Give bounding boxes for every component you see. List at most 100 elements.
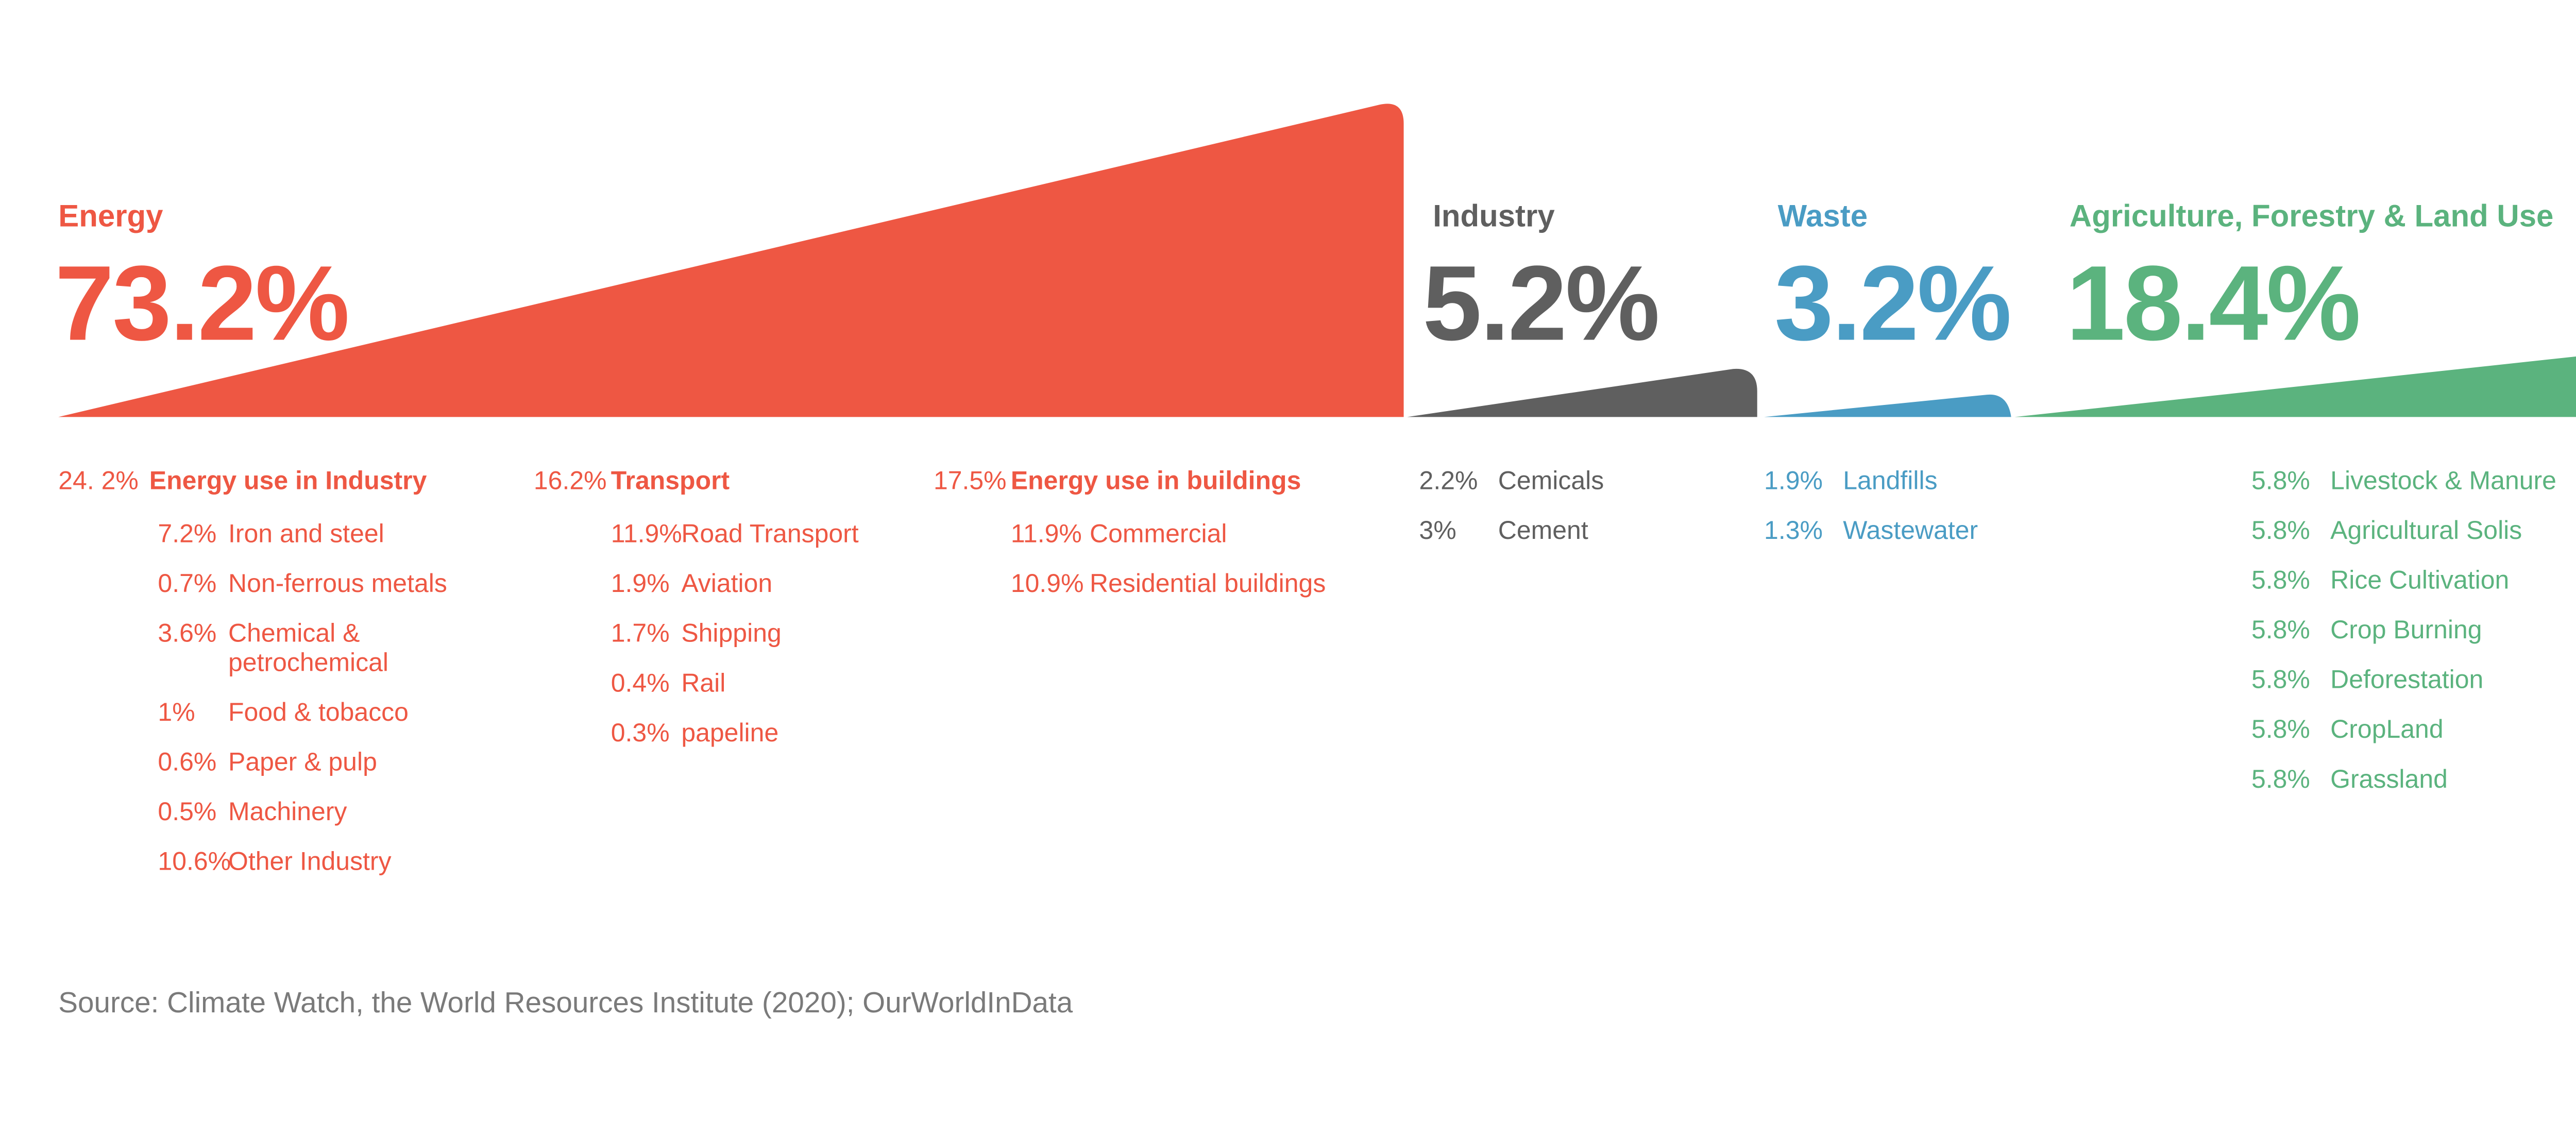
group-header: 17.5% Energy use in buildings bbox=[934, 467, 1347, 496]
label: Iron and steel bbox=[228, 520, 384, 549]
label: Residential buildings bbox=[1090, 569, 1326, 599]
label: Livestock & Manure bbox=[2330, 466, 2556, 496]
item: 5.8% Crop Burning bbox=[2251, 616, 2576, 646]
share: 7.2% bbox=[158, 520, 217, 549]
sector-title: Energy bbox=[58, 199, 163, 233]
share: 1.3% bbox=[1764, 516, 1823, 546]
share: 17.5% bbox=[933, 466, 1007, 496]
share: 0.3% bbox=[611, 719, 670, 749]
share: 24. 2% bbox=[58, 466, 139, 496]
sector-share: 3.2% bbox=[1774, 245, 2012, 364]
share: 3% bbox=[1419, 516, 1456, 546]
sector-title: Waste bbox=[1777, 199, 1868, 233]
share: 10.9% bbox=[1010, 569, 1084, 599]
share: 5.8% bbox=[2251, 516, 2310, 546]
item: 5.8% Grassland bbox=[2251, 766, 2576, 795]
source: Source: Climate Watch, the World Resourc… bbox=[58, 987, 1073, 1020]
items: 1.9% Landfills 1.3% Wastewater bbox=[1764, 467, 2100, 546]
share: 1% bbox=[158, 698, 195, 728]
share: 1.9% bbox=[1764, 466, 1823, 496]
items: 11.9% Commercial 10.9% Residential building… bbox=[1011, 520, 1347, 599]
sector-title: Agriculture, Forestry & Land Use bbox=[2069, 199, 2554, 233]
group-header: 24. 2% Energy use in Industry bbox=[58, 467, 485, 496]
group-header: 16.2% Transport bbox=[534, 467, 939, 496]
label: Paper & pulp bbox=[228, 748, 377, 777]
items: 5.8% Livestock & Manure 5.8% Agricultural S… bbox=[2251, 467, 2576, 794]
share: 5.8% bbox=[2251, 616, 2310, 646]
items: 7.2% Iron and steel 0.7% Non-ferrous metals… bbox=[158, 520, 485, 877]
item: 0.6% Paper & pulp bbox=[158, 748, 485, 777]
label: Food & tobacco bbox=[228, 698, 409, 728]
label: Crop Burning bbox=[2330, 616, 2482, 646]
item: 5.8% Deforestation bbox=[2251, 666, 2576, 695]
label: Shipping bbox=[681, 619, 782, 649]
group: 17.5% Energy use in buildings 11.9% Commerc… bbox=[934, 467, 1347, 599]
waste-wedge bbox=[1764, 394, 2011, 417]
item: 2.2% Cemicals bbox=[1419, 467, 1756, 496]
share: 5.8% bbox=[2251, 666, 2310, 695]
item: 1.9% Aviation bbox=[611, 570, 939, 599]
label: Cemicals bbox=[1498, 466, 1604, 496]
label: Machinery bbox=[228, 798, 347, 827]
label: Rail bbox=[681, 669, 726, 699]
item: 0.4% Rail bbox=[611, 669, 939, 699]
items: 11.9% Road Transport 1.9% Aviation 1.7% Shipp… bbox=[611, 520, 939, 748]
label: Deforestation bbox=[2330, 666, 2484, 695]
label: Aviation bbox=[681, 569, 773, 599]
sector-title: Industry bbox=[1433, 199, 1555, 233]
item: 1.3% Wastewater bbox=[1764, 517, 2100, 546]
label: Grassland bbox=[2330, 765, 2448, 795]
label: Energy use in buildings bbox=[1010, 466, 1301, 496]
item: 1.9% Landfills bbox=[1764, 467, 2100, 496]
label: Other Industry bbox=[228, 847, 392, 877]
industry-wedge bbox=[1407, 368, 1757, 417]
item: 5.8% Livestock & Manure bbox=[2251, 467, 2576, 496]
item: 10.6% Other Industry bbox=[158, 847, 485, 877]
item: 3.6% Chemical & petrochemical bbox=[158, 619, 485, 677]
label: Agricultural Solis bbox=[2330, 516, 2522, 546]
label: Cement bbox=[1498, 516, 1588, 546]
sector-share: 18.4% bbox=[2066, 245, 2361, 364]
share: 0.5% bbox=[158, 798, 217, 827]
label: Chemical & petrochemical bbox=[228, 619, 389, 678]
share: 5.8% bbox=[2251, 466, 2310, 496]
group: 16.2% Transport 11.9% Road Transport 1.9% Avi… bbox=[534, 467, 939, 748]
share: 11.9% bbox=[611, 520, 682, 549]
item: 1% Food & tobacco bbox=[158, 699, 485, 728]
item: 5.8% CropLand bbox=[2251, 716, 2576, 745]
item: 0.3% papeline bbox=[611, 719, 939, 749]
share: 10.6% bbox=[158, 847, 231, 877]
item: 11.9% Road Transport bbox=[611, 520, 939, 549]
share: 11.9% bbox=[1010, 520, 1082, 549]
item: 7.2% Iron and steel bbox=[158, 520, 485, 549]
share: 3.6% bbox=[158, 619, 217, 649]
agriculture-wedge bbox=[2014, 356, 2576, 417]
label: Energy use in Industry bbox=[149, 466, 427, 496]
share: 0.7% bbox=[158, 569, 217, 599]
share: 5.8% bbox=[2251, 566, 2310, 596]
item: 10.9% Residential buildings bbox=[1011, 570, 1347, 599]
label: Transport bbox=[611, 466, 730, 496]
item: 5.8% Rice Cultivation bbox=[2251, 566, 2576, 596]
share: 16.2% bbox=[533, 466, 607, 496]
share: 1.9% bbox=[611, 569, 670, 599]
energy-wedge bbox=[58, 104, 1404, 417]
item: 3% Cement bbox=[1419, 517, 1756, 546]
item: 1.7% Shipping bbox=[611, 619, 939, 649]
label: papeline bbox=[681, 719, 779, 749]
group: 24. 2% Energy use in Industry 7.2% Iron and… bbox=[58, 467, 485, 877]
sector-share: 73.2% bbox=[55, 245, 350, 364]
label: Wastewater bbox=[1843, 516, 1978, 546]
label: Landfills bbox=[1843, 466, 1938, 496]
item: 0.7% Non-ferrous metals bbox=[158, 570, 485, 599]
item: 0.5% Machinery bbox=[158, 798, 485, 827]
label: Road Transport bbox=[681, 520, 859, 549]
items: 2.2% Cemicals 3% Cement bbox=[1419, 467, 1756, 546]
sector-share: 5.2% bbox=[1422, 245, 1660, 364]
share: 1.7% bbox=[611, 619, 670, 649]
item: 5.8% Agricultural Solis bbox=[2251, 517, 2576, 546]
label: CropLand bbox=[2330, 715, 2444, 745]
